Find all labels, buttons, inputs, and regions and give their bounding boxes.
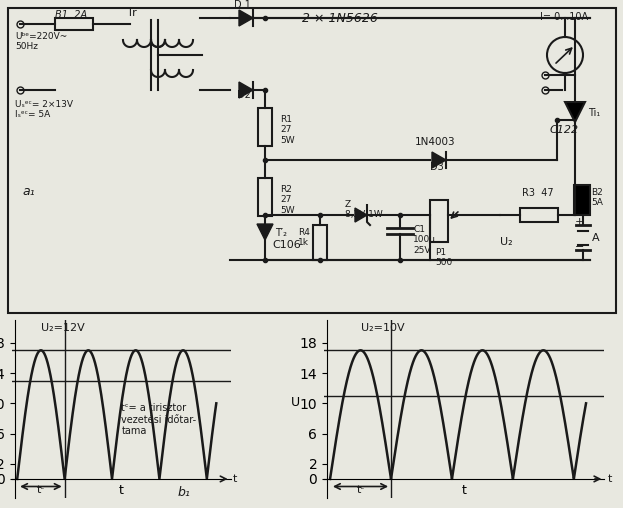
Text: Tr: Tr <box>127 8 137 18</box>
Text: b₁: b₁ <box>178 486 191 498</box>
Bar <box>258 178 272 216</box>
Text: R3  47: R3 47 <box>522 188 554 198</box>
Text: Ti₁: Ti₁ <box>588 108 600 118</box>
X-axis label: t: t <box>462 485 467 497</box>
Text: A: A <box>592 233 599 243</box>
Text: t: t <box>607 474 612 484</box>
Bar <box>520 208 558 222</box>
Text: C1
100μ
25V: C1 100μ 25V <box>413 225 436 255</box>
Text: tᶜ= a tirisztor
vezetési időtar-
tama: tᶜ= a tirisztor vezetési időtar- tama <box>121 403 197 436</box>
Text: R4
1k: R4 1k <box>298 228 310 247</box>
Text: t: t <box>233 474 237 484</box>
Text: U₂=12V: U₂=12V <box>41 324 85 333</box>
Text: B2
5A: B2 5A <box>591 188 603 207</box>
X-axis label: t: t <box>119 485 124 497</box>
Text: D2: D2 <box>237 90 251 100</box>
Polygon shape <box>432 152 446 168</box>
Text: −: − <box>575 242 584 252</box>
Text: +: + <box>575 217 584 227</box>
Polygon shape <box>239 10 253 26</box>
Text: T′₂: T′₂ <box>275 228 287 238</box>
Text: D3: D3 <box>430 162 444 172</box>
Polygon shape <box>355 208 367 222</box>
Text: D 1: D 1 <box>234 0 250 10</box>
Bar <box>574 185 590 215</box>
Bar <box>258 108 272 146</box>
Text: Uₛᵉᶜ= 2×13V
Iₛᵉᶜ= 5A: Uₛᵉᶜ= 2×13V Iₛᵉᶜ= 5A <box>15 100 73 119</box>
Text: Uᵇᵉ=220V~
50Hz: Uᵇᵉ=220V~ 50Hz <box>15 32 67 51</box>
Bar <box>313 225 327 260</box>
Text: R1
27
5W: R1 27 5W <box>280 115 295 145</box>
Bar <box>430 200 448 242</box>
Y-axis label: U: U <box>291 396 300 409</box>
Text: 2 × 1N5626: 2 × 1N5626 <box>302 12 378 25</box>
Text: U₂=10V: U₂=10V <box>361 324 404 333</box>
Text: B1  2A: B1 2A <box>55 10 87 20</box>
Text: 1N4003: 1N4003 <box>415 137 455 147</box>
Text: C106: C106 <box>272 240 301 250</box>
Text: U₂: U₂ <box>500 237 513 247</box>
Text: I= 0...10A: I= 0...10A <box>540 12 588 22</box>
Text: tᶜ: tᶜ <box>37 485 45 495</box>
Polygon shape <box>239 82 253 98</box>
Polygon shape <box>257 224 273 240</box>
Text: tᶜ: tᶜ <box>356 485 365 495</box>
Text: C122: C122 <box>550 125 579 135</box>
Polygon shape <box>565 102 585 122</box>
Bar <box>55 18 93 30</box>
Text: P1
500: P1 500 <box>435 248 452 267</box>
Text: a₁: a₁ <box>22 185 35 198</box>
Text: Z
8,2V 1W: Z 8,2V 1W <box>345 200 383 219</box>
Text: R2
27
5W: R2 27 5W <box>280 185 295 215</box>
